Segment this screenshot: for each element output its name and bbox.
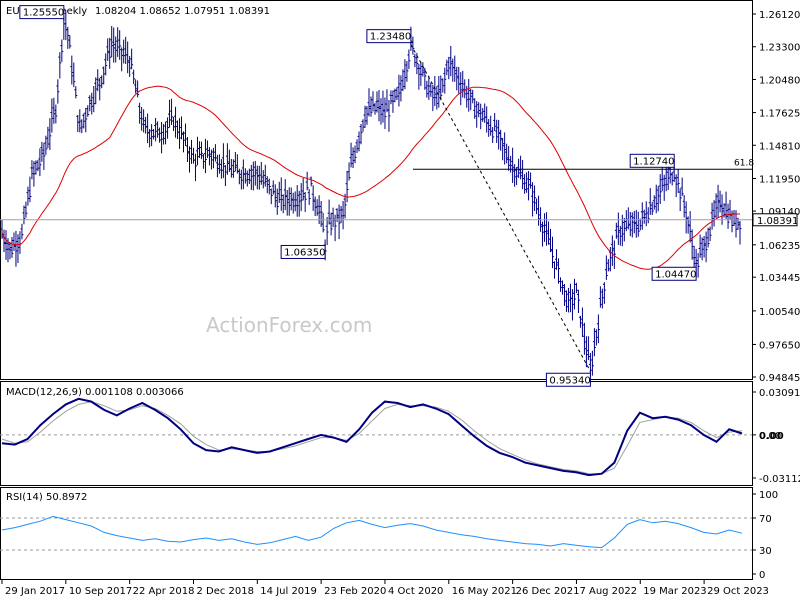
annotation-box	[19, 5, 65, 20]
xtick-label: 22 Apr 2018	[133, 586, 195, 597]
macd-ytick-label: 0.00	[759, 431, 781, 442]
annotation-label: 1.06350	[284, 247, 325, 258]
macd-line	[1, 397, 743, 477]
annotation-box	[366, 29, 412, 44]
fib-level-label: 61.8	[734, 158, 754, 168]
xtick-label: 14 Jul 2019	[260, 586, 317, 597]
price-ytick-label: 1.20480	[759, 75, 800, 86]
current-price-label: 1.08391	[757, 216, 798, 227]
ohlc-label: 1.08204 1.08652 1.07951 1.08391	[95, 6, 270, 17]
rsi-line	[1, 515, 743, 549]
xtick-label: 4 Oct 2020	[388, 586, 443, 597]
price-ytick-label: 1.06235	[759, 241, 800, 252]
annotation-box	[629, 153, 675, 168]
xtick-label: 19 Mar 2023	[643, 586, 706, 597]
xtick-label: 2 Dec 2018	[196, 586, 254, 597]
macd-ytick-label: 0.030916	[759, 388, 800, 399]
price-ytick-label: 1.11950	[759, 174, 800, 185]
xtick-label: 23 Feb 2020	[324, 586, 386, 597]
annotation-box	[651, 266, 697, 281]
rsi-layer	[0, 515, 752, 551]
axis-layer: 1.26120 1.23300 1.20480 1.17625 1.14810 1.119…	[1, 10, 800, 597]
price-ytick-label: 0.94845	[759, 373, 800, 384]
price-ytick-label: 1.09140	[759, 207, 800, 218]
rsi-ytick-label: 100	[759, 490, 778, 501]
price-layer: 61.8 1.25550 1.23480 1.06350 1.12740 1.04470 0…	[0, 5, 754, 387]
annotation-label: 1.23480	[370, 32, 411, 43]
xtick-label: 26 Dec 2021	[516, 586, 580, 597]
xtick-label: 7 Aug 2022	[579, 586, 637, 597]
trend-line	[410, 44, 591, 372]
rsi-panel-frame	[0, 487, 753, 580]
macd-layer	[0, 397, 752, 477]
price-ytick-label: 1.26120	[759, 10, 800, 21]
xtick-label: 29 Oct 2023	[707, 586, 769, 597]
price-ytick-label: 0.97650	[759, 340, 800, 351]
price-ytick-label: 1.23300	[759, 43, 800, 54]
price-panel-frame	[0, 0, 753, 380]
rsi-ytick-label: 70	[759, 514, 772, 525]
xtick-label: 10 Sep 2017	[69, 586, 132, 597]
current-price-box	[752, 213, 798, 227]
macd-current-label: 0.00	[759, 431, 784, 442]
price-ytick-label: 1.03445	[759, 273, 800, 284]
rsi-ytick-label: 30	[759, 546, 772, 557]
rsi-ytick-label: 0	[759, 570, 765, 581]
xtick-label: 29 Jan 2017	[5, 586, 65, 597]
price-ytick-label: 1.17625	[759, 109, 800, 120]
annotation-box	[280, 244, 326, 259]
annotation-box	[545, 372, 591, 387]
annotation-label: 0.95340	[549, 375, 590, 386]
macd-ytick-label: -0.031124	[759, 474, 800, 485]
annotation-label: 1.12740	[633, 156, 674, 167]
watermark: ActionForex.com	[206, 313, 372, 337]
price-ytick-label: 1.14810	[759, 141, 800, 152]
rsi-title: RSI(14) 50.8972	[6, 492, 87, 503]
annotation-label: 1.04470	[655, 269, 696, 280]
moving-average-line	[1, 85, 740, 270]
xtick-label: 16 May 2021	[452, 586, 517, 597]
price-ytick-label: 1.00540	[759, 307, 800, 318]
annotation-label: 1.25550	[23, 8, 64, 19]
macd-title: MACD(12,26,9) 0.001108 0.003066	[6, 387, 184, 398]
macd-panel-frame	[0, 381, 753, 486]
